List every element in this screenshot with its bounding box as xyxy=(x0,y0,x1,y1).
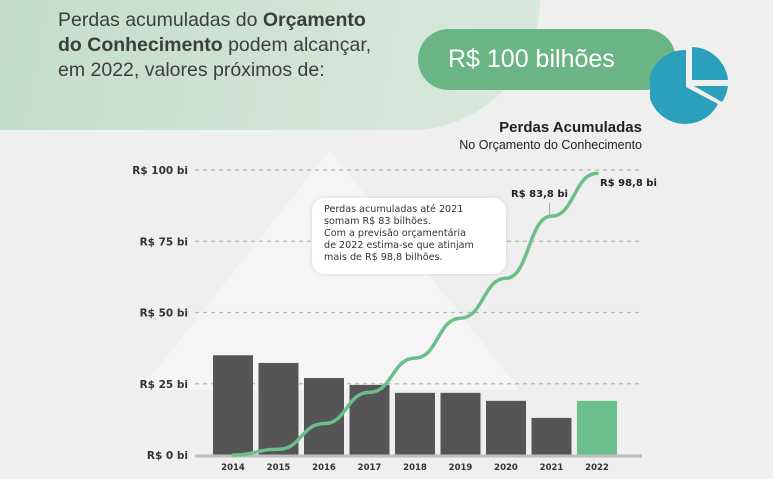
headline-bold: do Conhecimento xyxy=(58,34,223,56)
x-tick-label: 2014 xyxy=(221,463,245,473)
chart-title-block: Perdas Acumuladas No Orçamento do Conhec… xyxy=(459,119,642,152)
bar-2022 xyxy=(577,400,617,455)
x-tick-label: 2018 xyxy=(403,463,427,473)
y-tick-label: R$ 50 bi xyxy=(140,308,188,320)
annotation-label: R$ 98,8 bi xyxy=(600,178,657,189)
bar-2016 xyxy=(304,378,344,455)
x-tick-label: 2016 xyxy=(312,463,336,473)
chart-subtitle: No Orçamento do Conhecimento xyxy=(459,138,642,152)
y-tick-label: R$ 100 bi xyxy=(132,165,188,177)
x-tick-label: 2021 xyxy=(540,463,564,473)
bar-2020 xyxy=(486,400,526,455)
chart: R$ 0 bi R$ 25 bi R$ 50 bi R$ 75 bi R$ 100 bi… xyxy=(132,165,657,473)
y-tick-label: R$ 0 bi xyxy=(147,450,188,462)
highlight-value: R$ 100 bilhões xyxy=(448,45,615,73)
headline: Perdas acumuladas do Orçamento do Conhec… xyxy=(58,8,371,83)
note-line: Perdas acumuladas até 2021 xyxy=(324,204,464,215)
annotation-note: Perdas acumuladas até 2021 somam R$ 83 b… xyxy=(312,198,506,274)
headline-text: podem alcançar, xyxy=(222,34,372,56)
cumulative-line xyxy=(231,171,599,457)
x-tick-label: 2015 xyxy=(267,463,291,473)
x-tick-label: 2022 xyxy=(585,463,609,473)
annotation-label: R$ 83,8 bi xyxy=(511,189,568,200)
note-line: mais de R$ 98,8 bilhões. xyxy=(324,252,443,263)
bar-2015 xyxy=(258,362,299,455)
headline-bold: Orçamento xyxy=(262,9,366,31)
note-line: de 2022 estima-se que atinjam xyxy=(324,240,474,251)
y-tick-label: R$ 25 bi xyxy=(140,379,188,391)
headline-text: em 2022, valores próximos de: xyxy=(58,59,325,81)
pie-chart-icon xyxy=(650,47,728,124)
headline-text: Perdas acumuladas do xyxy=(58,9,263,31)
y-tick-label: R$ 75 bi xyxy=(140,236,188,248)
note-line: Com a previsão orçamentária xyxy=(324,228,466,239)
x-tick-label: 2020 xyxy=(494,463,518,473)
x-tick-label: 2017 xyxy=(358,463,382,473)
x-tick-label: 2019 xyxy=(449,463,473,473)
bar-2014 xyxy=(213,355,253,455)
bar-2019 xyxy=(440,392,481,455)
bar-2018 xyxy=(395,392,435,455)
note-line: somam R$ 83 bilhões. xyxy=(324,216,431,227)
bar-2021 xyxy=(531,417,572,455)
chart-title: Perdas Acumuladas xyxy=(499,119,642,136)
highlight-pill: R$ 100 bilhões xyxy=(418,29,676,90)
